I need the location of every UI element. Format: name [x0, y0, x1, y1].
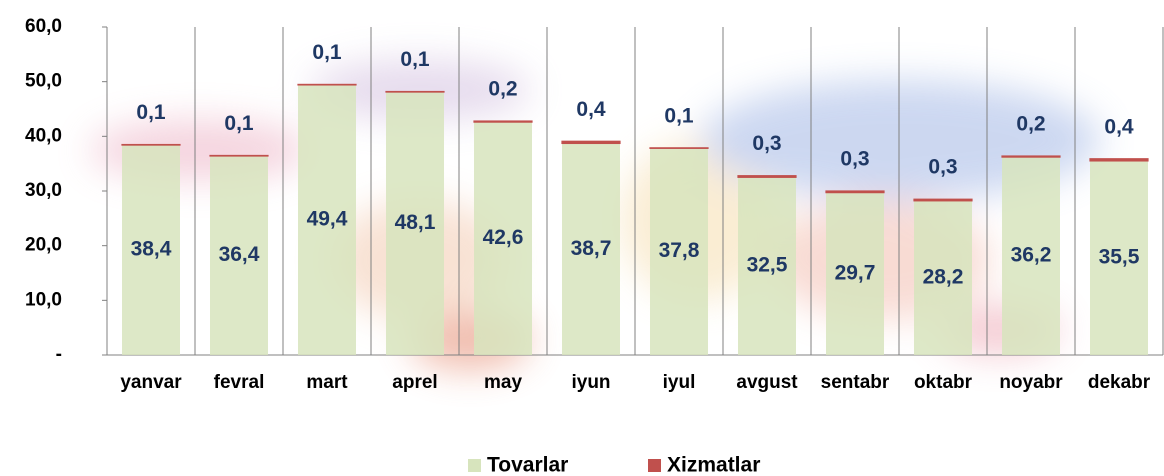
x-tick-label: dekabr — [1088, 372, 1151, 393]
value-label: 36,4 — [219, 243, 260, 266]
bar-segment — [473, 120, 533, 123]
x-tick-label: mart — [306, 372, 348, 393]
value-label: 48,1 — [395, 211, 436, 234]
value-label: 0,1 — [224, 112, 254, 135]
value-label: 0,1 — [664, 104, 694, 127]
bar-segment — [298, 84, 356, 356]
bar-segment — [1002, 157, 1060, 355]
value-label: 0,3 — [928, 156, 957, 179]
value-label: 37,8 — [659, 239, 700, 262]
bar-segment — [1001, 155, 1061, 158]
legend-label: Tovarlar — [487, 454, 568, 476]
x-tick-label: yanvar — [120, 372, 182, 393]
value-label: 42,6 — [483, 226, 524, 249]
y-tick-label: 20,0 — [25, 235, 62, 256]
x-tick-label: may — [484, 372, 522, 393]
bar-segment — [649, 147, 709, 149]
bar-segment — [209, 154, 269, 157]
y-tick-label: 10,0 — [25, 289, 62, 310]
bar-segment — [561, 140, 621, 145]
value-label: 0,4 — [576, 98, 606, 121]
value-label: 38,7 — [571, 237, 612, 260]
value-label: 29,7 — [835, 261, 876, 284]
x-tick-label: iyul — [663, 372, 696, 393]
bar-segment — [737, 175, 797, 178]
bar-segment — [826, 192, 884, 355]
value-label: 0,3 — [752, 132, 781, 155]
x-tick-label: noyabr — [999, 372, 1063, 393]
bar-segment — [386, 92, 444, 355]
bar-segment — [650, 148, 708, 355]
value-label: 28,2 — [923, 265, 964, 288]
value-label: 0,1 — [400, 48, 430, 71]
y-tick-label: 30,0 — [25, 180, 62, 201]
y-tick-label: 50,0 — [25, 71, 62, 92]
y-tick-label: - — [56, 344, 62, 365]
value-label: 32,5 — [747, 254, 788, 277]
legend-label: Xizmatlar — [667, 454, 760, 476]
bar-segment — [1090, 160, 1148, 355]
value-label: 38,4 — [131, 238, 172, 261]
x-tick-label: avgust — [736, 372, 798, 393]
bar-segment — [474, 122, 532, 356]
x-tick-label: sentabr — [821, 372, 890, 393]
bar-segment — [914, 200, 972, 355]
value-label: 0,3 — [840, 148, 869, 171]
bar-segment — [825, 190, 885, 194]
legend-swatch — [648, 459, 661, 472]
x-tick-label: fevral — [214, 372, 265, 393]
y-tick-label: 60,0 — [25, 16, 62, 37]
value-label: 49,4 — [307, 208, 348, 231]
legend-swatch — [468, 459, 481, 472]
bar-segment — [210, 156, 268, 355]
bar-segment — [121, 143, 181, 146]
bar-segment — [122, 145, 180, 355]
value-label: 0,4 — [1104, 115, 1134, 138]
y-tick-label: 40,0 — [25, 125, 62, 146]
value-label: 36,2 — [1011, 244, 1052, 267]
value-label: 0,2 — [1016, 113, 1045, 136]
bar-segment — [1089, 158, 1149, 162]
x-tick-label: iyun — [571, 372, 610, 393]
value-label: 35,5 — [1099, 246, 1140, 269]
value-label: 0,1 — [136, 101, 166, 124]
x-tick-label: aprel — [392, 372, 437, 393]
value-label: 0,1 — [312, 41, 342, 64]
bar-segment — [562, 143, 620, 355]
bar-segment — [738, 177, 796, 355]
x-tick-label: oktabr — [914, 372, 973, 393]
bar-segment — [385, 90, 445, 93]
bar-segment — [913, 198, 973, 202]
bar-segment — [297, 83, 357, 86]
value-label: 0,2 — [488, 78, 517, 101]
